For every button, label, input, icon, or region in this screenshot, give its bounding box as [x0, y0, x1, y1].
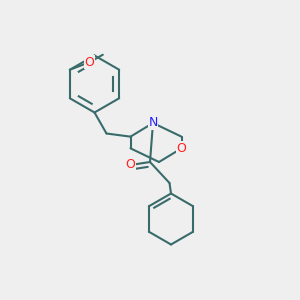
Text: O: O	[84, 56, 94, 69]
Text: N: N	[148, 116, 158, 130]
Text: O: O	[177, 142, 186, 155]
Text: O: O	[126, 158, 135, 172]
